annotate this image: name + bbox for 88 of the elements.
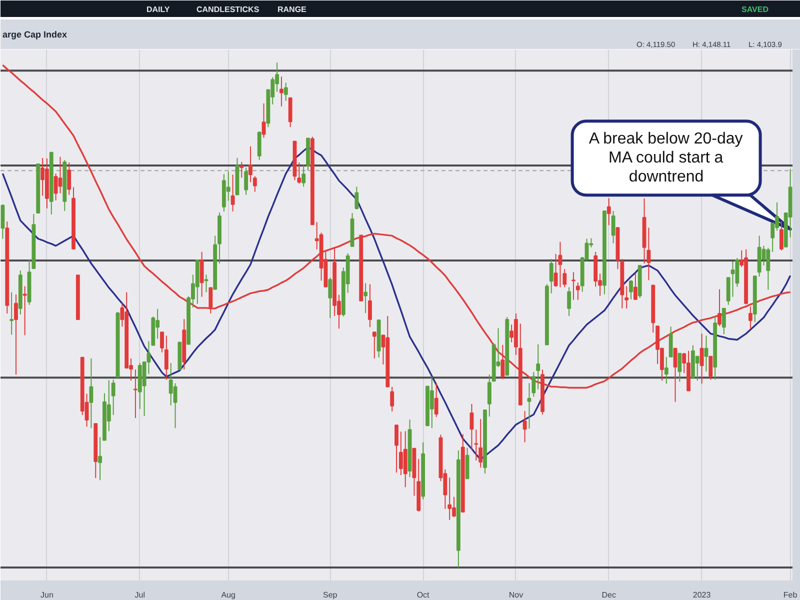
candlestick bbox=[726, 277, 730, 306]
candlestick bbox=[704, 335, 708, 372]
candlestick bbox=[372, 331, 376, 359]
candlestick bbox=[722, 307, 726, 335]
candlestick bbox=[10, 292, 14, 336]
x-tick-label: Aug bbox=[221, 590, 236, 600]
chart-title: arge Cap Index bbox=[2, 30, 68, 40]
x-tick-label: Oct bbox=[416, 590, 430, 600]
candlestick bbox=[779, 221, 784, 251]
candlestick bbox=[576, 282, 580, 300]
candlestick bbox=[633, 273, 638, 300]
candlestick bbox=[58, 156, 62, 194]
candlestick bbox=[562, 268, 567, 288]
candlestick bbox=[527, 382, 532, 430]
candlestick bbox=[465, 447, 470, 480]
candlestick bbox=[364, 282, 368, 314]
candlestick bbox=[611, 210, 616, 244]
candlestick bbox=[434, 382, 438, 418]
candlestick bbox=[297, 162, 302, 184]
candlestick bbox=[67, 162, 72, 196]
x-tick-label: Sep bbox=[323, 590, 338, 600]
candlestick bbox=[204, 274, 208, 293]
candlestick bbox=[474, 429, 478, 461]
text: SAVED bbox=[742, 5, 769, 14]
candlestick bbox=[354, 186, 359, 210]
text: RANGE bbox=[278, 5, 308, 14]
x-tick-label: Dec bbox=[602, 590, 616, 600]
candlestick bbox=[522, 410, 527, 443]
candlestick bbox=[257, 131, 262, 160]
candlestick bbox=[288, 97, 292, 128]
candlestick bbox=[14, 294, 18, 376]
candlestick bbox=[368, 284, 372, 328]
candlestick bbox=[708, 356, 713, 380]
candlestick bbox=[98, 436, 102, 481]
candlestick bbox=[230, 174, 235, 212]
candlestick bbox=[487, 374, 492, 418]
candlestick bbox=[766, 247, 770, 290]
candlestick bbox=[208, 286, 213, 314]
candlestick bbox=[536, 344, 540, 390]
candlestick bbox=[328, 277, 332, 319]
candlestick bbox=[668, 326, 673, 358]
candlestick bbox=[700, 333, 704, 384]
text: DAILY bbox=[146, 5, 170, 14]
candlestick bbox=[394, 424, 398, 474]
candlestick bbox=[244, 167, 248, 196]
candlestick bbox=[664, 356, 668, 384]
candlestick bbox=[240, 161, 244, 178]
candlestick bbox=[448, 477, 452, 521]
x-tick-label: Jul bbox=[134, 590, 146, 600]
candlestick bbox=[748, 306, 752, 330]
candlestick bbox=[554, 253, 558, 288]
candlestick bbox=[718, 288, 722, 327]
candlestick bbox=[248, 146, 252, 183]
candlestick bbox=[89, 358, 94, 429]
candlestick bbox=[478, 418, 483, 468]
candlestick bbox=[500, 344, 505, 380]
candlestick bbox=[133, 369, 138, 419]
candlestick bbox=[572, 272, 576, 300]
x-tick-label: Jun bbox=[40, 590, 54, 600]
x-tick-label: 2023 bbox=[692, 590, 712, 600]
candlestick bbox=[606, 198, 611, 226]
candlestick bbox=[567, 286, 572, 317]
candlestick bbox=[532, 372, 536, 398]
text: CANDLESTICKS bbox=[196, 5, 260, 14]
candlestick bbox=[302, 164, 306, 188]
candlestick bbox=[624, 286, 629, 309]
candlestick bbox=[549, 258, 554, 294]
candlestick bbox=[280, 76, 284, 107]
candlestick bbox=[629, 280, 633, 300]
candlestick bbox=[262, 102, 266, 138]
candlestick bbox=[173, 382, 178, 429]
candlestick bbox=[200, 251, 204, 298]
candlestick bbox=[430, 376, 434, 429]
candlestick bbox=[252, 176, 257, 192]
candlestick bbox=[558, 241, 562, 288]
candlestick bbox=[111, 379, 116, 416]
candlestick bbox=[164, 335, 168, 380]
candlestick bbox=[673, 348, 678, 402]
candlestick bbox=[160, 332, 164, 353]
candlestick bbox=[390, 386, 394, 412]
candlestick bbox=[470, 403, 474, 450]
candlestick bbox=[22, 286, 27, 336]
x-tick-label: Feb bbox=[783, 590, 798, 600]
candlestick bbox=[678, 352, 682, 382]
candlestick bbox=[730, 260, 735, 298]
candlestick bbox=[168, 362, 173, 406]
candlestick bbox=[284, 82, 288, 102]
x-tick-label: Nov bbox=[508, 590, 524, 600]
